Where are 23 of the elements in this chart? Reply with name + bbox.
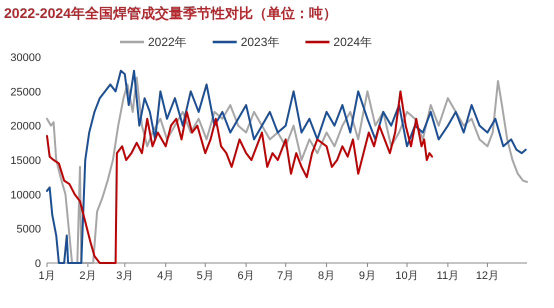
xtick: 9月 [358,270,376,282]
ytick: 25000 [10,86,41,98]
xtick: 10月 [395,270,419,282]
xtick: 12月 [476,270,500,282]
ytick: 10000 [10,189,41,202]
xtick: 4月 [157,270,174,282]
legend: 2024年 [333,35,372,49]
legend: 2023年 [240,35,280,49]
ytick: 0 [34,258,41,270]
ytick: 30000 [10,52,41,64]
xtick: 1月 [38,270,56,282]
xtick: 2月 [79,270,96,282]
xtick: 3月 [116,270,134,282]
xtick: 7月 [277,270,294,282]
ytick: 20000 [10,120,41,133]
xtick: 11月 [436,270,460,282]
xtick: 5月 [196,270,214,282]
legend: 2022年 [148,35,187,49]
xtick: 6月 [238,270,255,282]
ytick: 15000 [10,155,41,167]
title: 2022-2024年全国焊管成交量季节性对比（单位：吨） [4,5,337,21]
ytick: 5000 [16,224,41,236]
xtick: 8月 [318,270,336,282]
